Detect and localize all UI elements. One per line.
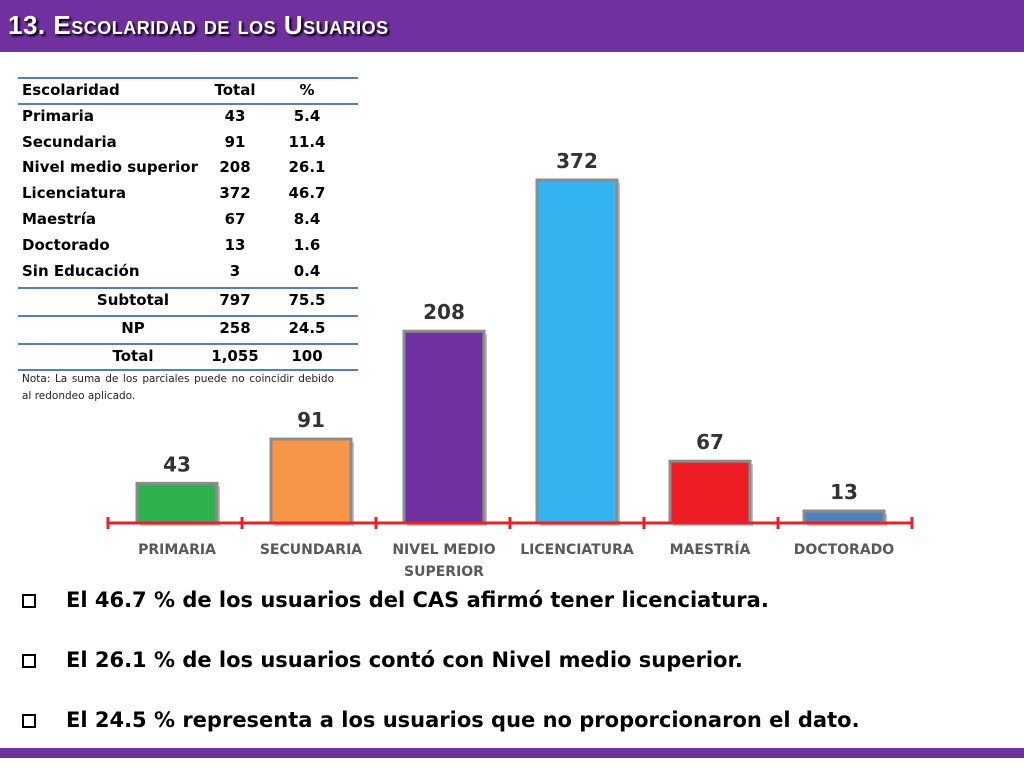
cell-percent: 11.4 (288, 132, 326, 151)
cell-total: 1,055 (211, 346, 259, 365)
cell-label: NP (121, 319, 145, 338)
header-percent: % (299, 81, 315, 99)
data-table: Escolaridad Total % Primaria 43 5.4 Secunda… (18, 77, 358, 371)
cell-total: 67 (224, 209, 246, 228)
bullet-item: El 24.5 % representa a los usuarios que … (22, 708, 1012, 768)
bullet-text: El 24.5 % representa a los usuarios que … (66, 708, 860, 732)
category-label: SUPERIOR (404, 564, 484, 580)
cell-percent: 5.4 (293, 106, 321, 125)
header-bar: 13. Escolaridad de los Usuarios (0, 0, 1024, 52)
cell-total: 797 (219, 291, 251, 310)
bar-5 (802, 509, 886, 525)
table-rule (18, 369, 358, 371)
bullet-item: El 26.1 % de los usuarios contó con Nive… (22, 648, 1012, 708)
cell-label: Primaria (22, 106, 94, 125)
bar-0 (135, 481, 219, 525)
header-total: Total (214, 81, 256, 99)
category-label: LICENCIATURA (520, 542, 634, 558)
cell-percent: 75.5 (288, 291, 326, 310)
cell-total: 91 (224, 132, 246, 151)
cell-total: 208 (219, 158, 251, 177)
bullet-item: El 46.7 % de los usuarios del CAS afirmó… (22, 588, 1012, 648)
page-title: 13. Escolaridad de los Usuarios (8, 10, 389, 40)
bar-value-label: 13 (830, 480, 858, 504)
bar-value-label: 208 (423, 300, 465, 324)
bar-value-label: 91 (297, 408, 325, 432)
cell-total: 43 (224, 106, 246, 125)
cell-label: Nivel medio superior (22, 158, 198, 177)
table-note: Nota: La suma de los parciales puede no … (22, 373, 334, 402)
cell-percent: 100 (291, 346, 323, 365)
bar-chart: 43 PRIMARIA 91 SECUNDARIA 208 NIVEL MEDIO SUPE… (106, 149, 914, 580)
checkbox-bullet-icon (22, 594, 36, 608)
bullet-list: El 46.7 % de los usuarios del CAS afirmó… (22, 588, 1012, 768)
header-escolaridad: Escolaridad (22, 81, 120, 99)
table-rule (18, 287, 358, 289)
table-row: Secundaria 91 11.4 (18, 129, 358, 155)
table-row: Licenciatura 372 46.7 (18, 180, 358, 206)
cell-label: Secundaria (22, 132, 117, 151)
category-label: SECUNDARIA (260, 542, 362, 558)
table-rule (18, 77, 358, 79)
cell-total: 13 (224, 235, 246, 254)
bar-value-label: 43 (163, 452, 191, 476)
table-row: Doctorado 13 1.6 (18, 232, 358, 258)
category-label: PRIMARIA (138, 542, 216, 558)
bar-3 (535, 178, 619, 525)
cell-total: 372 (219, 184, 251, 203)
table-rule (18, 343, 358, 345)
category-label: DOCTORADO (794, 542, 894, 558)
table-row-np: NP 258 24.5 (18, 315, 358, 341)
table-rule (18, 103, 358, 105)
cell-label: Sin Educación (22, 261, 140, 280)
category-label: NIVEL MEDIO (392, 542, 495, 558)
bullet-text: El 26.1 % de los usuarios contó con Nive… (66, 648, 743, 672)
category-label: MAESTRÍA (670, 541, 751, 558)
cell-percent: 26.1 (288, 158, 326, 177)
table-body: Primaria 43 5.4 Secundaria 91 11.4 Nivel medio… (18, 103, 358, 284)
cell-label: Subtotal (96, 291, 170, 310)
table-header-row: Escolaridad Total % (18, 77, 358, 103)
checkbox-bullet-icon (22, 654, 36, 668)
cell-percent: 24.5 (288, 319, 326, 338)
cell-label: Doctorado (22, 235, 110, 254)
table-row: Nivel medio superior 208 26.1 (18, 154, 358, 180)
bar-1 (269, 437, 353, 525)
cell-percent: 1.6 (293, 235, 321, 254)
bar-value-label: 67 (696, 430, 724, 454)
table-rule (18, 315, 358, 317)
cell-percent: 0.4 (293, 261, 321, 280)
cell-total: 3 (229, 261, 241, 280)
bullet-text: El 46.7 % de los usuarios del CAS afirmó… (66, 588, 769, 612)
table-row: Maestría 67 8.4 (18, 206, 358, 232)
cell-total: 258 (219, 319, 251, 338)
bar-value-label: 372 (556, 149, 598, 173)
bar-2 (402, 329, 486, 525)
checkbox-bullet-icon (22, 714, 36, 728)
table-row: Primaria 43 5.4 (18, 103, 358, 129)
cell-percent: 46.7 (288, 184, 326, 203)
cell-label: Total (112, 346, 154, 365)
table-row-total: Total 1,055 100 (18, 343, 358, 369)
bar-4 (668, 459, 752, 525)
cell-label: Licenciatura (22, 184, 126, 203)
table-row-subtotal: Subtotal 797 75.5 (18, 287, 358, 313)
footer-bar (0, 748, 1024, 758)
table-row: Sin Educación 3 0.4 (18, 258, 358, 284)
cell-label: Maestría (22, 209, 96, 228)
cell-percent: 8.4 (293, 209, 321, 228)
